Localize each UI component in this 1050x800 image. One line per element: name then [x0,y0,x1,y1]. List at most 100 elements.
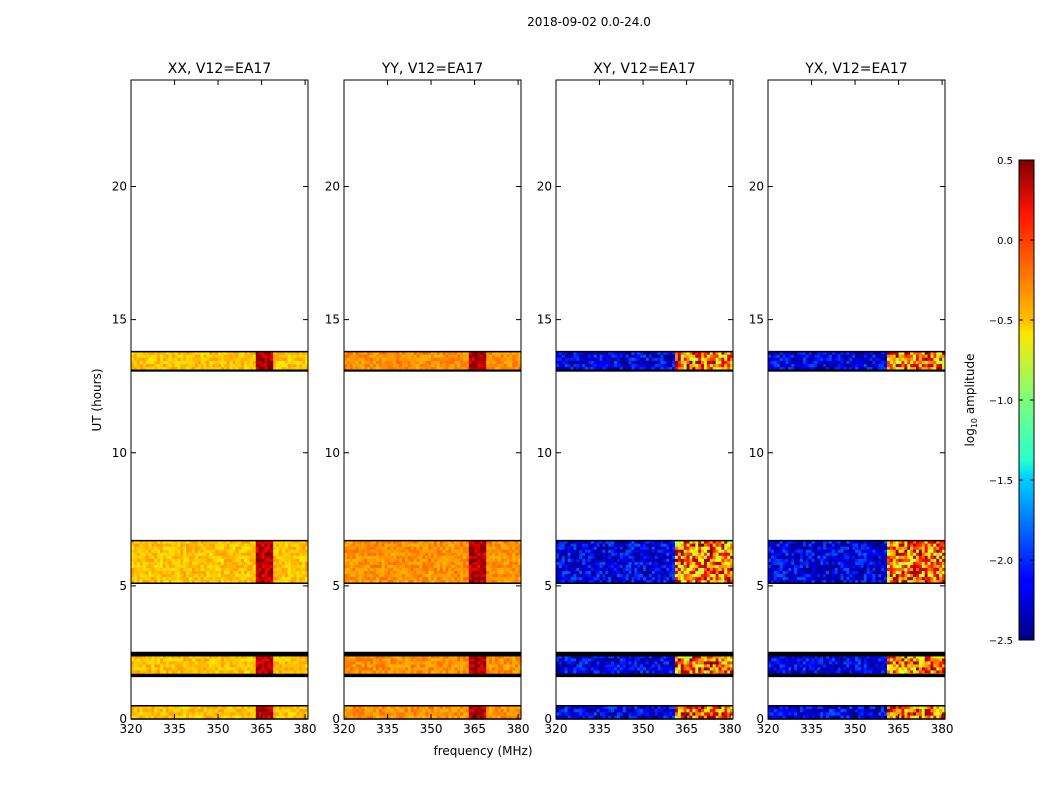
heatmap-cell [399,543,403,548]
heatmap-cell [229,715,234,720]
heatmap-cell [209,540,213,545]
heatmap-cell [241,351,245,356]
heatmap-cell [139,540,144,545]
heatmap-cell [226,580,231,584]
heatmap-cell [721,661,725,666]
heatmap-cell [486,709,490,713]
heatmap-cell [139,364,144,368]
heatmap-cell [477,715,481,720]
heatmap-cell [373,655,377,660]
heatmap-cell [390,564,394,569]
heatmap-cell [194,568,199,572]
heatmap-cell [712,664,717,669]
heatmap-cell [396,664,400,669]
heatmap-cell [168,564,173,569]
heatmap-cell [462,655,467,660]
heatmap-cell [721,540,725,545]
heatmap-cell [229,367,234,371]
heatmap-cell [212,658,216,663]
heatmap-cell [503,709,508,713]
heatmap-cell [407,357,412,362]
heatmap-cell [183,580,187,584]
heatmap-cell [428,558,432,563]
heatmap-cell [255,664,260,669]
heatmap-cell [611,543,615,548]
heatmap-cell [494,546,499,551]
heatmap-cell [281,543,286,548]
heatmap-cell [614,658,618,663]
heatmap-cell [361,360,365,365]
heatmap-cell [180,580,184,584]
heatmap-cell [367,568,371,572]
heatmap-cell [445,664,450,669]
heatmap-cell [494,661,499,666]
heatmap-cell [358,670,363,675]
heatmap-cell [480,540,484,545]
heatmap-cell [660,715,664,720]
heatmap-cell [407,574,412,578]
heatmap-cell [556,661,560,666]
heatmap-cell [142,367,147,371]
heatmap-cell [364,661,368,666]
heatmap-cell [212,664,216,669]
heatmap-cell [194,364,199,368]
heatmap-cell [512,364,516,368]
heatmap-cell [235,655,239,660]
heatmap-cell [695,705,699,710]
heatmap-cell [686,709,691,713]
heatmap-cell [628,655,633,660]
heatmap-cell [457,661,461,666]
heatmap-cell [425,667,429,672]
heatmap-cell [180,715,184,720]
heatmap-cell [474,367,479,371]
heatmap-cell [197,661,202,666]
heatmap-cell [284,577,289,581]
heatmap-cell [154,367,158,371]
heatmap-cell [692,540,696,545]
heatmap-cell [677,546,682,551]
heatmap-cell [284,561,289,566]
heatmap-cell [500,552,505,557]
heatmap-cell [399,552,403,557]
heatmap-cell [695,664,699,669]
heatmap-cell [462,574,467,578]
heatmap-cell [270,655,274,660]
heatmap-cell [270,664,274,669]
heatmap-cell [483,664,487,669]
heatmap-cell [483,705,487,710]
heatmap-cell [232,351,237,356]
heatmap-cell [614,655,618,660]
heatmap-cell [238,568,242,572]
heatmap-cell [264,364,268,368]
heatmap-cell [387,558,392,563]
heatmap-cell [171,561,176,566]
heatmap-cell [425,540,429,545]
heatmap-cell [258,561,263,566]
heatmap-cell [558,546,563,551]
heatmap-cell [180,664,184,669]
heatmap-cell [410,712,415,717]
heatmap-cell [579,712,583,717]
heatmap-cell [637,712,641,717]
heatmap-cell [471,555,476,560]
heatmap-cell [579,715,583,720]
heatmap-cell [561,540,566,545]
heatmap-cell [512,712,516,717]
heatmap-cell [145,712,150,717]
heatmap-cell [628,670,633,675]
heatmap-cell [724,546,728,551]
heatmap-cell [267,574,271,578]
heatmap-cell [454,571,458,575]
heatmap-cell [564,664,569,669]
heatmap-cell [381,568,386,572]
heatmap-cell [564,667,569,672]
heatmap-cell [241,712,245,717]
heatmap-cell [165,658,170,663]
heatmap-cell [433,552,438,557]
heatmap-cell [567,552,572,557]
heatmap-cell [364,667,368,672]
heatmap-cell [273,661,277,666]
heatmap-cell [215,357,219,362]
heatmap-cell [241,667,245,672]
heatmap-cell [212,577,216,581]
